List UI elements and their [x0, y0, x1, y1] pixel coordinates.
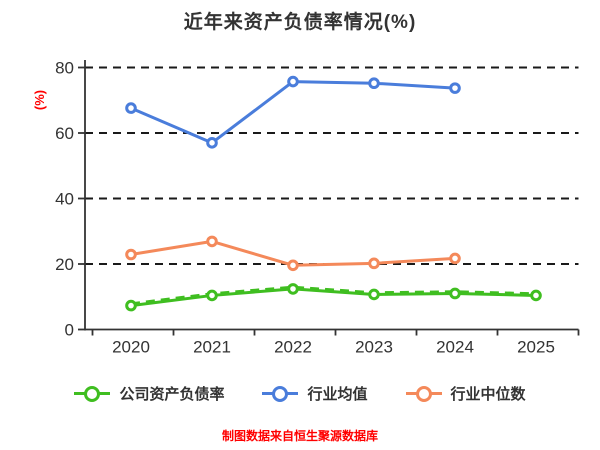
series-line-company	[130, 287, 537, 308]
y-tick-label-80: 80	[55, 59, 74, 78]
y-tick-label-20: 20	[55, 255, 74, 274]
data-point-company-2023	[368, 288, 380, 301]
legend-item-company: 公司资产负债率	[74, 383, 224, 404]
data-point-company-2024	[449, 287, 461, 300]
source-note: 制图数据来自恒生聚源数据库	[221, 429, 378, 443]
legend-item-industry-avg: 行业均值	[262, 383, 368, 404]
legend-dot-icon	[84, 385, 101, 402]
legend-label-company: 公司资产负债率	[119, 386, 225, 403]
chart-title: 近年来资产负债率情况(%)	[183, 12, 417, 33]
data-point-company-2021	[206, 289, 218, 302]
data-point-industry-median-2024	[449, 252, 461, 265]
x-tick-label-2020: 2020	[112, 338, 150, 357]
y-axis-unit-label: (%)	[32, 90, 47, 110]
data-point-industry-avg-2022	[287, 75, 299, 88]
x-tick-label-2021: 2021	[193, 338, 231, 357]
y-tick-label-60: 60	[55, 124, 74, 143]
data-point-industry-avg-2024	[449, 82, 461, 94]
series-industry-median	[125, 235, 461, 272]
data-point-company-2020	[125, 299, 137, 312]
legend-dot-icon	[415, 385, 432, 402]
legend-label-industry-avg: 行业均值	[307, 386, 368, 403]
gridlines	[85, 66, 579, 265]
legend-dot-icon	[272, 385, 289, 402]
data-point-industry-median-2021	[206, 235, 218, 248]
legend-item-industry-median: 行业中位数	[405, 383, 526, 404]
x-tick-label-2023: 2023	[355, 338, 393, 357]
axes: 0 20 40 60 80 (%) 2020 2021 2022 2023 2024 2025	[32, 59, 580, 357]
data-point-company-2022	[287, 283, 299, 295]
legend-marker-industry-median	[405, 385, 442, 403]
data-point-industry-avg-2021	[206, 137, 218, 149]
y-tick-label-0: 0	[65, 321, 74, 340]
series-industry-avg	[125, 75, 461, 149]
legend: 公司资产负债率 行业均值 行业中位数	[0, 383, 600, 404]
data-point-industry-median-2022	[287, 259, 299, 272]
x-tick-label-2022: 2022	[274, 338, 312, 357]
data-point-industry-avg-2023	[368, 77, 380, 90]
legend-marker-industry-avg	[262, 385, 299, 403]
x-tick-label-2024: 2024	[436, 338, 474, 357]
series-line-company-dashed-overlay	[130, 285, 537, 305]
y-tick-label-40: 40	[55, 190, 74, 209]
legend-label-industry-median: 行业中位数	[450, 386, 526, 403]
data-point-industry-median-2023	[368, 257, 380, 270]
data-point-company-2025	[530, 289, 542, 302]
legend-marker-company	[74, 385, 111, 403]
x-tick-label-2025: 2025	[517, 338, 555, 357]
data-point-industry-avg-2020	[125, 102, 137, 114]
series-line-industry-avg	[130, 80, 456, 145]
data-point-industry-median-2020	[125, 248, 137, 261]
series-company	[125, 283, 542, 312]
